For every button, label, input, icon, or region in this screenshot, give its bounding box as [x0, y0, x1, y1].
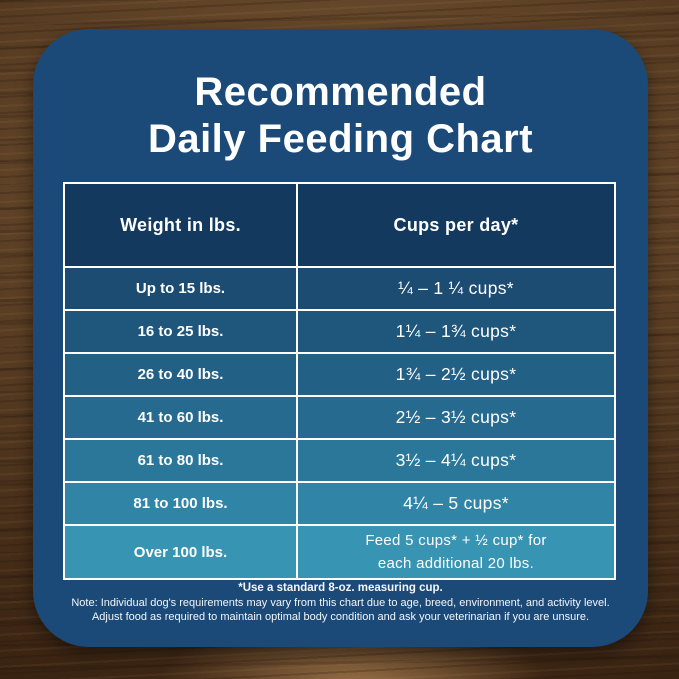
weight-cell: 41 to 60 lbs.: [65, 397, 296, 438]
table-row: Up to 15 lbs. ¼ – 1 ¼ cups*: [65, 268, 614, 309]
table-header-row: Weight in lbs. Cups per day*: [65, 184, 614, 266]
weight-cell: 16 to 25 lbs.: [65, 311, 296, 352]
variance-note: Note: Individual dog's requirements may …: [71, 597, 610, 609]
feeding-table: Weight in lbs. Cups per day* Up to 15 lb…: [63, 182, 616, 580]
weight-cell: 26 to 40 lbs.: [65, 354, 296, 395]
table-row: Over 100 lbs. Feed 5 cups* + ½ cup* for …: [65, 526, 614, 578]
chart-title: Recommended Daily Feeding Chart: [33, 69, 648, 163]
footnotes: *Use a standard 8-oz. measuring cup. Not…: [33, 581, 648, 624]
cups-cell: 3½ – 4¼ cups*: [298, 440, 614, 481]
weight-cell: 81 to 100 lbs.: [65, 483, 296, 524]
column-header-weight: Weight in lbs.: [65, 184, 296, 266]
cups-cell: ¼ – 1 ¼ cups*: [298, 268, 614, 309]
table-row: 16 to 25 lbs. 1¼ – 1¾ cups*: [65, 311, 614, 352]
weight-cell: 61 to 80 lbs.: [65, 440, 296, 481]
table-row: 41 to 60 lbs. 2½ – 3½ cups*: [65, 397, 614, 438]
cups-cell: 1¾ – 2½ cups*: [298, 354, 614, 395]
table-row: 81 to 100 lbs. 4¼ – 5 cups*: [65, 483, 614, 524]
weight-cell: Up to 15 lbs.: [65, 268, 296, 309]
measuring-cup-note: *Use a standard 8-oz. measuring cup.: [238, 582, 443, 594]
cups-cell: 2½ – 3½ cups*: [298, 397, 614, 438]
feeding-chart-panel: Recommended Daily Feeding Chart Weight i…: [33, 29, 648, 647]
cups-cell: 4¼ – 5 cups*: [298, 483, 614, 524]
table-row: 61 to 80 lbs. 3½ – 4¼ cups*: [65, 440, 614, 481]
weight-cell: Over 100 lbs.: [65, 526, 296, 578]
chart-title-line2: Daily Feeding Chart: [147, 117, 534, 161]
cups-cell: Feed 5 cups* + ½ cup* for each additiona…: [298, 526, 614, 578]
cups-cell: 1¼ – 1¾ cups*: [298, 311, 614, 352]
table-row: 26 to 40 lbs. 1¾ – 2½ cups*: [65, 354, 614, 395]
chart-title-line1: Recommended: [194, 70, 487, 114]
adjust-food-note: Adjust food as required to maintain opti…: [91, 611, 590, 623]
column-header-cups: Cups per day*: [298, 184, 614, 266]
